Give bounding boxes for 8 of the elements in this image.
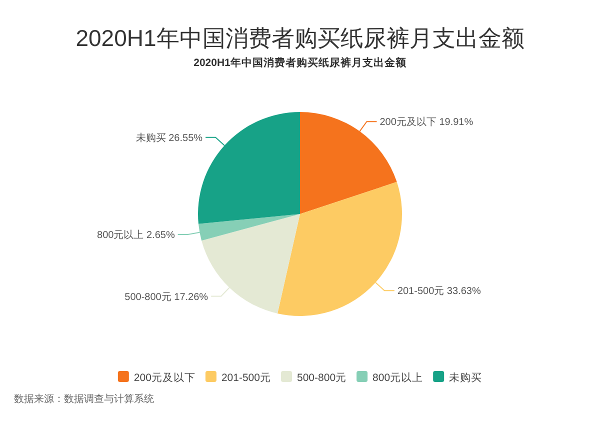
legend-label: 800元以上: [372, 371, 424, 384]
subtitle: 2020H1年中国消费者购买纸尿裤月支出金额: [194, 57, 406, 69]
legend-label: 未购买: [449, 371, 482, 384]
legend-label: 201-500元: [221, 372, 271, 384]
legend-label: 200元及以下: [134, 371, 196, 384]
legend-label: 500-800元: [297, 372, 347, 384]
annotation: 数据来源：数据调查与计算系统: [14, 394, 154, 405]
title: 2020H1年中国消费者购买纸尿裤月支出金额: [76, 25, 524, 51]
